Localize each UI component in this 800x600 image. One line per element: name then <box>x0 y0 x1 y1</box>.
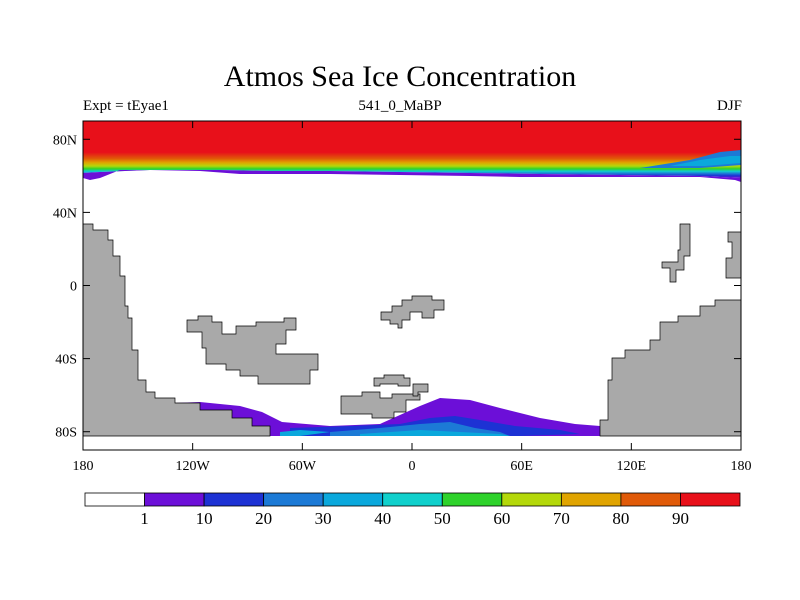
small-island-b <box>412 383 429 397</box>
y-tick-label: 80N <box>53 133 77 148</box>
colorbar-swatch <box>560 492 622 507</box>
map-title: Atmos Sea Ice Concentration <box>223 60 577 93</box>
colorbar-swatch <box>620 492 681 507</box>
colorbar-label: 10 <box>196 509 213 528</box>
colorbar-swatch <box>203 492 265 507</box>
colorbar: 1 10 20 30 40 50 60 70 80 90 <box>84 492 741 528</box>
colorbar-label: 60 <box>493 509 510 528</box>
x-tick-label: 60E <box>510 459 533 474</box>
y-tick-label: 80S <box>55 426 77 441</box>
x-tick-label: 0 <box>409 459 416 474</box>
colorbar-label: 40 <box>374 509 391 528</box>
x-tick-label: 120W <box>176 459 211 474</box>
eastern-edge-island <box>725 231 741 279</box>
western-continent <box>83 223 271 437</box>
small-island-a <box>373 374 411 387</box>
colorbar-label: 90 <box>672 509 689 528</box>
x-axis: 180 120W 60W 0 60E 120E 180 <box>73 121 752 474</box>
colorbar-swatch <box>263 492 324 507</box>
period-label: 541_0_MaBP <box>358 98 442 114</box>
colorbar-label: 80 <box>612 509 629 528</box>
antarctic-sea-ice <box>175 398 610 436</box>
x-tick-label: 60W <box>289 459 317 474</box>
southern-fragment <box>340 391 421 419</box>
central-landmass <box>186 315 319 385</box>
colorbar-label: 50 <box>434 509 451 528</box>
colorbar-label: 1 <box>140 509 149 528</box>
map-field <box>83 121 741 450</box>
colorbar-label: 70 <box>553 509 570 528</box>
eastern-continent <box>599 228 741 437</box>
season-label: DJF <box>716 98 742 114</box>
colorbar-swatch <box>441 492 503 507</box>
x-tick-label: 180 <box>73 459 94 474</box>
colorbar-swatch <box>84 492 145 507</box>
northern-island <box>380 295 445 329</box>
y-tick-label: 0 <box>70 280 77 295</box>
colorbar-swatch <box>322 492 384 507</box>
colorbar-swatch <box>382 492 443 507</box>
x-tick-label: 120E <box>617 459 647 474</box>
colorbar-swatch <box>501 492 562 507</box>
land-masses <box>83 223 741 437</box>
y-tick-label: 40S <box>55 353 77 368</box>
colorbar-swatch <box>680 492 741 507</box>
eastern-island-chain <box>661 223 691 283</box>
y-tick-label: 40N <box>53 206 77 221</box>
y-axis: 80N 40N 0 40S 80S <box>53 133 741 441</box>
colorbar-label: 30 <box>315 509 332 528</box>
colorbar-swatch <box>144 492 205 507</box>
colorbar-label: 20 <box>255 509 272 528</box>
arctic-sea-ice <box>83 121 741 182</box>
x-tick-label: 180 <box>731 459 752 474</box>
experiment-label: Expt = tEyae1 <box>83 98 169 114</box>
